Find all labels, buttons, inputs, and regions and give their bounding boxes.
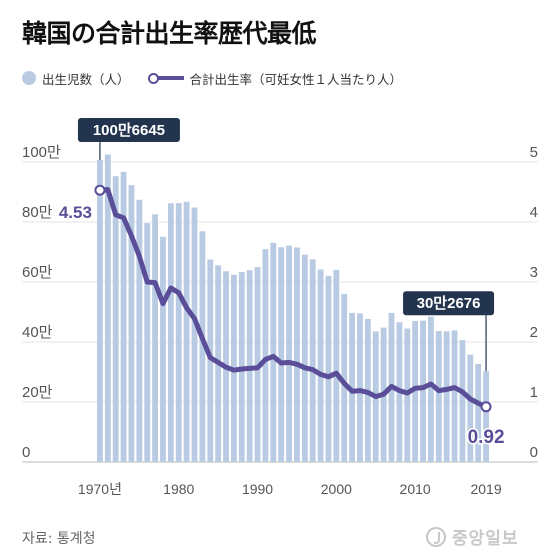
bar-births — [175, 203, 182, 462]
fertility-start-label: 4.53 — [59, 203, 92, 222]
publisher-name: 중앙일보 — [452, 529, 519, 549]
bar-births — [309, 259, 316, 462]
bar-births — [136, 199, 143, 462]
bar-births — [183, 201, 190, 463]
bar-births — [128, 185, 135, 462]
legend-item-births: 出生児数（人） — [22, 69, 130, 88]
bar-births — [120, 171, 127, 462]
bar-births — [427, 316, 434, 462]
publisher-logo-icon — [426, 526, 446, 547]
x-axis-tick-label: 2019 — [470, 481, 501, 497]
bar-births — [191, 207, 198, 462]
publisher-brand: 중앙일보 — [426, 524, 519, 549]
bar-births — [483, 371, 489, 462]
bar-births — [97, 160, 103, 462]
left-axis-tick-label: 40만 — [22, 324, 53, 341]
legend-label-births: 出生児数（人） — [42, 71, 130, 87]
bar-births — [325, 275, 332, 462]
right-axis-tick-label: 2 — [530, 324, 538, 341]
x-axis-tick-label: 2010 — [400, 481, 431, 497]
bar-births — [341, 294, 348, 462]
left-axis-tick-label: 100만 — [22, 144, 61, 161]
right-axis-tick-label: 1 — [530, 384, 538, 401]
x-axis-tick-label: 2000 — [321, 481, 352, 497]
bar-births — [199, 231, 206, 462]
bar-births — [112, 176, 119, 462]
fertility-rate-line — [97, 187, 489, 410]
x-axis-tick-label: 1970년 — [78, 481, 122, 497]
bar-births — [467, 354, 474, 462]
bar-births — [160, 236, 166, 462]
bar-births — [475, 363, 482, 462]
bar-births — [301, 254, 308, 462]
right-axis-tick-label: 4 — [530, 204, 538, 221]
fertility-end-label: 0.92 — [468, 427, 505, 448]
chart-title: 韓国の合計出生率歴代最低 — [22, 19, 317, 48]
bar-births — [207, 259, 214, 462]
bar-births — [451, 330, 458, 462]
bar-births — [270, 242, 277, 462]
bar-births — [262, 249, 269, 462]
bar-births — [349, 312, 356, 462]
x-axis-tick-label: 1980 — [163, 481, 194, 497]
callout-label: 30만2676 — [417, 295, 481, 312]
fertility-point — [480, 401, 492, 413]
bar-births — [435, 331, 442, 462]
bar-births — [412, 320, 419, 462]
bar-births — [152, 214, 159, 462]
right-axis-tick-label: 3 — [530, 264, 538, 281]
right-axis-tick-label: 0 — [530, 444, 538, 461]
fertility-point — [94, 184, 106, 196]
bar-births — [333, 269, 340, 462]
legend-label-fertility: 合計出生率（可妊女性１人当たり人） — [189, 71, 403, 87]
bar-births — [104, 154, 111, 462]
bar-births — [459, 340, 466, 462]
callout-box — [403, 291, 495, 316]
births-swatch-icon — [22, 71, 36, 85]
legend-item-fertility: 合計出生率（可妊女性１人当たり人） — [147, 69, 403, 88]
bar-births — [357, 313, 363, 462]
bar-births — [278, 247, 285, 462]
callout-box — [77, 118, 180, 143]
left-axis-tick-label: 60만 — [22, 264, 53, 281]
x-axis-tick-label: 1990 — [242, 481, 273, 497]
source-note: 자료: 통계청 — [22, 531, 96, 547]
bar-births — [167, 203, 174, 463]
right-axis-tick-label: 5 — [530, 144, 538, 161]
chart-plot: 0 20만 40만 60만 80만 100만 0 1 2 3 4 5 1970년 1980 1990 2000… — [22, 118, 538, 497]
callout-label: 100만6645 — [93, 122, 165, 139]
bar-births — [317, 269, 324, 462]
bar-births — [286, 245, 292, 462]
legend: 出生児数（人） 合計出生率（可妊女性１人当たり人） — [22, 66, 420, 90]
left-axis-tick-label: 80만 — [22, 204, 53, 221]
left-axis-tick-label: 20만 — [22, 384, 53, 401]
left-axis-tick-label: 0 — [22, 444, 30, 461]
bar-births — [294, 247, 300, 462]
bar-births — [443, 331, 450, 462]
bar-births — [144, 223, 151, 462]
bar-births — [420, 320, 426, 462]
fertility-line-swatch-icon — [147, 71, 184, 85]
